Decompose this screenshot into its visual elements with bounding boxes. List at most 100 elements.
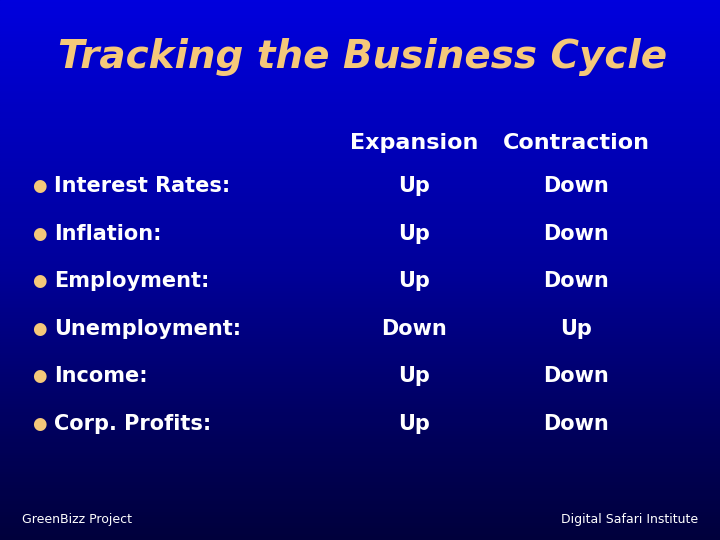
Bar (0, 132, 720, 135)
Bar (0, 92, 720, 94)
Bar (0, 265, 720, 267)
Bar (0, 359, 720, 362)
Bar (0, 30, 720, 32)
Bar (0, 281, 720, 284)
Text: Up: Up (398, 176, 430, 197)
Bar (0, 146, 720, 148)
Bar (0, 205, 720, 208)
Bar (0, 262, 720, 265)
Text: Unemployment:: Unemployment: (54, 319, 241, 339)
Bar (0, 313, 720, 316)
Bar (0, 305, 720, 308)
Bar (0, 94, 720, 97)
Bar (0, 537, 720, 540)
Bar (0, 173, 720, 176)
Bar (0, 410, 720, 413)
Bar (0, 321, 720, 324)
Bar (0, 454, 720, 456)
Bar (0, 219, 720, 221)
Bar (0, 43, 720, 46)
Bar (0, 113, 720, 116)
Text: Expansion: Expansion (350, 133, 478, 153)
Bar (0, 81, 720, 84)
Bar (0, 78, 720, 81)
Bar (0, 273, 720, 275)
Bar (0, 297, 720, 300)
Bar (0, 130, 720, 132)
Bar (0, 8, 720, 11)
Bar (0, 510, 720, 513)
Bar (0, 138, 720, 140)
Bar (0, 211, 720, 213)
Bar (0, 389, 720, 392)
Bar (0, 402, 720, 405)
Bar (0, 456, 720, 459)
Bar (0, 221, 720, 224)
Bar (0, 526, 720, 529)
Bar (0, 435, 720, 437)
Bar (0, 408, 720, 410)
Bar (0, 124, 720, 127)
Bar (0, 148, 720, 151)
Bar (0, 11, 720, 14)
Bar (0, 22, 720, 24)
Text: ●: ● (32, 225, 47, 243)
Bar (0, 489, 720, 491)
Text: ●: ● (32, 320, 47, 338)
Bar (0, 364, 720, 367)
Bar (0, 227, 720, 229)
Bar (0, 27, 720, 30)
Text: ●: ● (32, 415, 47, 433)
Bar (0, 216, 720, 219)
Bar (0, 367, 720, 370)
Bar (0, 16, 720, 19)
Bar (0, 65, 720, 68)
Bar (0, 462, 720, 464)
Bar (0, 73, 720, 76)
Bar (0, 208, 720, 211)
Bar (0, 475, 720, 478)
Bar (0, 194, 720, 197)
Bar (0, 437, 720, 440)
Bar (0, 478, 720, 481)
Bar (0, 46, 720, 49)
Bar (0, 400, 720, 402)
Bar (0, 440, 720, 443)
Bar (0, 111, 720, 113)
Bar (0, 224, 720, 227)
Bar (0, 518, 720, 521)
Bar (0, 186, 720, 189)
Bar (0, 289, 720, 292)
Bar (0, 284, 720, 286)
Bar (0, 192, 720, 194)
Bar (0, 170, 720, 173)
Bar (0, 319, 720, 321)
Bar (0, 535, 720, 537)
Bar (0, 505, 720, 508)
Bar (0, 49, 720, 51)
Bar (0, 424, 720, 427)
Bar (0, 405, 720, 408)
Bar (0, 235, 720, 238)
Bar (0, 413, 720, 416)
Bar (0, 35, 720, 38)
Bar (0, 429, 720, 432)
Bar (0, 524, 720, 526)
Bar (0, 275, 720, 278)
Bar (0, 508, 720, 510)
Bar (0, 532, 720, 535)
Bar (0, 270, 720, 273)
Bar (0, 100, 720, 103)
Bar (0, 97, 720, 100)
Bar (0, 38, 720, 40)
Bar (0, 286, 720, 289)
Text: Up: Up (398, 271, 430, 292)
Bar (0, 346, 720, 348)
Bar (0, 416, 720, 418)
Text: Up: Up (398, 366, 430, 387)
Bar (0, 338, 720, 340)
Bar (0, 135, 720, 138)
Bar (0, 51, 720, 54)
Bar (0, 375, 720, 378)
Bar (0, 327, 720, 329)
